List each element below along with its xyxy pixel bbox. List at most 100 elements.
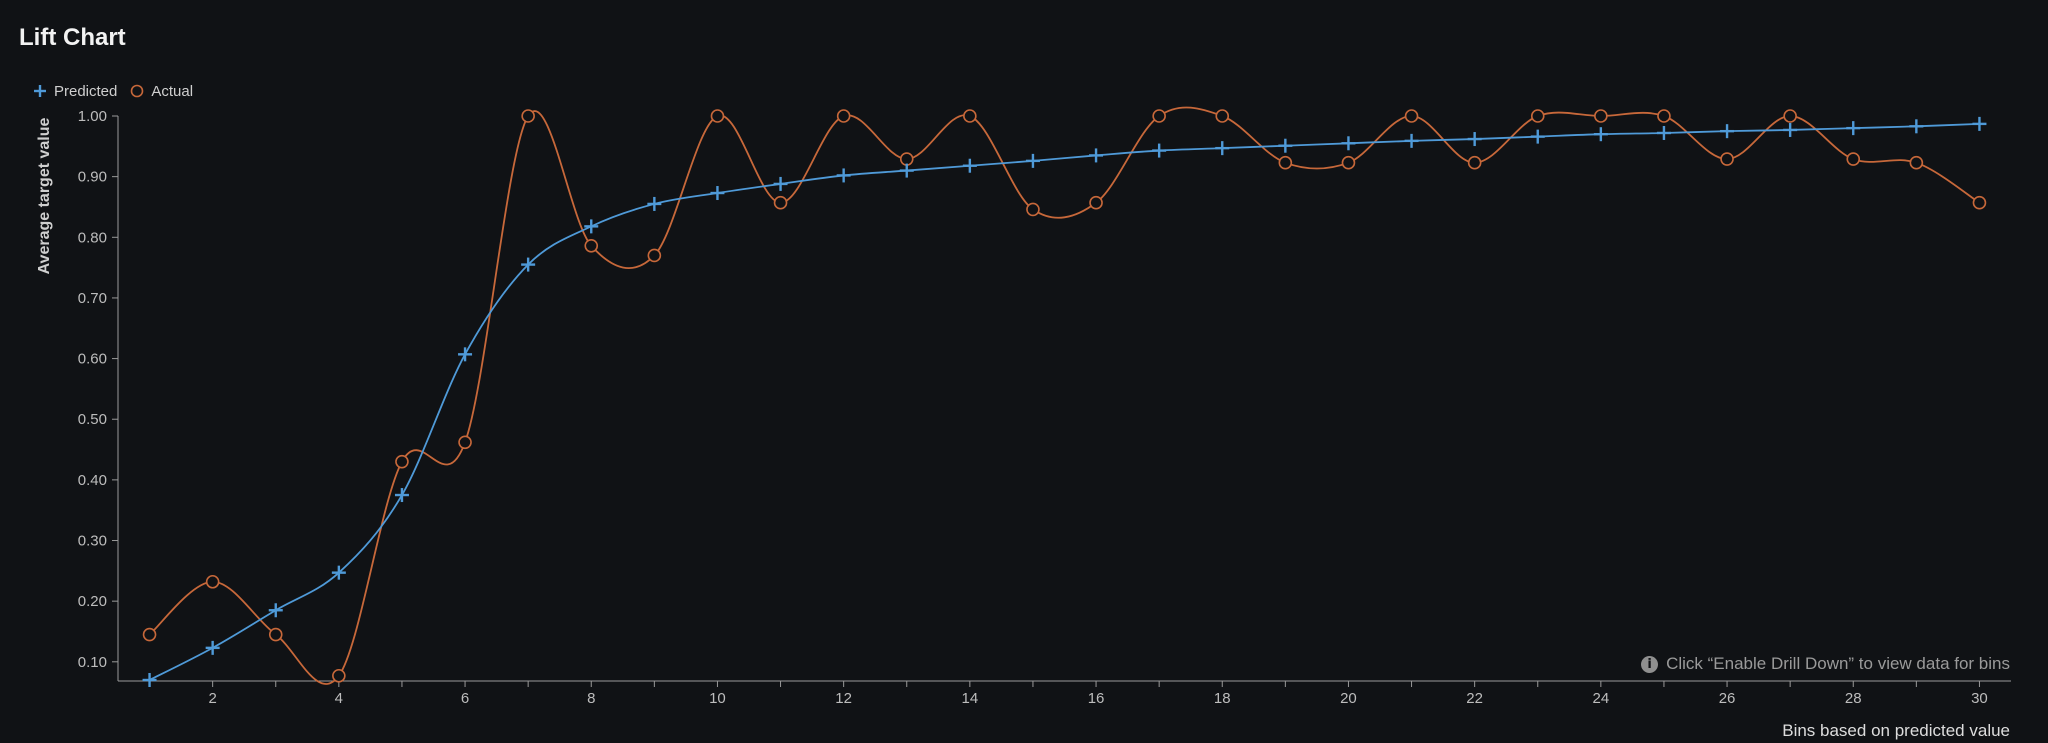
data-point-predicted — [962, 158, 977, 173]
data-point-predicted — [1593, 127, 1608, 142]
y-tick-label: 0.30 — [78, 533, 107, 550]
data-point-actual — [899, 152, 914, 166]
data-point-predicted — [1404, 133, 1419, 148]
y-tick-label: 0.40 — [78, 472, 107, 489]
data-point-actual — [395, 454, 409, 469]
y-tick-label: 0.50 — [78, 411, 107, 428]
chart-title: Lift Chart — [19, 24, 126, 51]
legend-label-actual: Actual — [151, 82, 194, 100]
data-point-actual — [963, 109, 977, 123]
x-tick-label: 8 — [587, 690, 595, 707]
data-point-actual — [710, 109, 725, 123]
x-tick-label: 26 — [1719, 690, 1736, 707]
data-point-predicted — [1656, 125, 1671, 140]
data-point-actual — [1657, 109, 1671, 123]
data-point-actual — [1720, 152, 1734, 166]
data-point-predicted — [710, 186, 725, 201]
drill-down-hint: i Click “Enable Drill Down” to view data… — [1641, 654, 2010, 674]
data-point-predicted — [1089, 148, 1104, 163]
data-point-predicted — [1152, 143, 1167, 158]
plus-marker-icon — [34, 85, 46, 97]
x-tick-label: 24 — [1593, 690, 1610, 707]
data-point-actual — [1341, 155, 1356, 170]
data-point-predicted — [142, 673, 157, 687]
data-point-actual — [268, 627, 283, 642]
data-point-predicted — [1909, 119, 1924, 134]
series-line-predicted — [149, 122, 1980, 681]
data-point-predicted — [1341, 136, 1356, 151]
data-point-actual — [1783, 109, 1797, 123]
data-point-actual — [458, 435, 472, 450]
data-point-predicted — [1025, 153, 1040, 168]
y-tick-label: 0.90 — [78, 169, 107, 186]
data-point-actual — [332, 668, 346, 683]
data-point-actual — [1215, 109, 1230, 123]
data-point-actual — [205, 574, 220, 589]
data-point-predicted — [836, 168, 851, 183]
x-tick-label: 30 — [1971, 690, 1988, 707]
info-icon: i — [1641, 655, 1659, 673]
y-tick-label: 1.00 — [78, 108, 107, 125]
series-predicted — [142, 116, 1987, 687]
y-tick-label: 0.70 — [78, 290, 107, 307]
data-point-predicted — [268, 603, 283, 618]
x-tick-label: 2 — [208, 690, 216, 707]
data-point-predicted — [584, 219, 599, 234]
data-point-actual — [1278, 155, 1293, 170]
y-tick-label: 0.20 — [78, 593, 107, 610]
data-point-predicted — [1278, 138, 1293, 153]
legend: Predicted Actual — [32, 80, 193, 102]
x-tick-label: 22 — [1466, 690, 1483, 707]
legend-item-actual[interactable]: Actual — [129, 83, 193, 100]
data-point-predicted — [521, 257, 536, 272]
data-point-predicted — [331, 565, 346, 580]
data-point-actual — [584, 238, 599, 253]
axes: 0.10 0.20 0.30 0.40 0.50 0.60 0.70 0.80 0.90 1.00… — [78, 108, 2011, 707]
data-point-predicted — [1467, 132, 1482, 147]
data-point-predicted — [899, 163, 914, 178]
circle-marker-icon — [131, 84, 144, 98]
x-tick-label: 16 — [1088, 690, 1105, 707]
data-point-predicted — [458, 347, 473, 362]
data-point-actual — [1152, 109, 1166, 123]
data-point-predicted — [1846, 121, 1861, 136]
data-point-actual — [1594, 109, 1608, 123]
x-tick-label: 6 — [461, 690, 469, 707]
data-point-actual — [773, 195, 788, 210]
x-axis-label: Bins based on predicted value — [1782, 721, 2010, 740]
x-tick-label: 14 — [962, 690, 979, 707]
data-point-actual — [647, 248, 662, 263]
x-tick-label: 4 — [335, 690, 343, 707]
legend-item-predicted[interactable]: Predicted — [32, 83, 117, 100]
series-line-actual — [148, 106, 1980, 685]
x-tick-label: 18 — [1214, 690, 1231, 707]
data-point-actual — [521, 109, 535, 123]
data-point-predicted — [647, 196, 662, 211]
data-point-predicted — [394, 488, 409, 503]
data-point-actual — [1026, 202, 1040, 217]
data-point-predicted — [205, 640, 220, 655]
data-point-actual — [1404, 109, 1419, 123]
y-tick-label: 0.80 — [78, 229, 107, 246]
y-tick-label: 0.60 — [78, 351, 107, 368]
x-tick-label: 28 — [1845, 690, 1862, 707]
data-point-actual — [1089, 195, 1103, 210]
x-tick-label: 10 — [709, 690, 726, 707]
x-tick-label: 12 — [835, 690, 852, 707]
data-point-predicted — [773, 176, 788, 191]
data-point-predicted — [1215, 141, 1230, 156]
data-point-predicted — [1720, 124, 1735, 139]
data-point-actual — [1972, 195, 1987, 210]
series-layer — [142, 106, 1987, 687]
data-point-actual — [836, 109, 851, 123]
data-point-actual — [1846, 152, 1861, 166]
x-tick-label: 20 — [1340, 690, 1357, 707]
data-point-predicted — [1530, 129, 1545, 144]
data-point-predicted — [1783, 122, 1798, 137]
data-point-actual — [1467, 155, 1482, 170]
data-point-actual — [1909, 155, 1924, 170]
data-point-predicted — [1972, 116, 1987, 131]
y-tick-label: 0.10 — [78, 654, 107, 671]
data-point-actual — [142, 627, 157, 642]
